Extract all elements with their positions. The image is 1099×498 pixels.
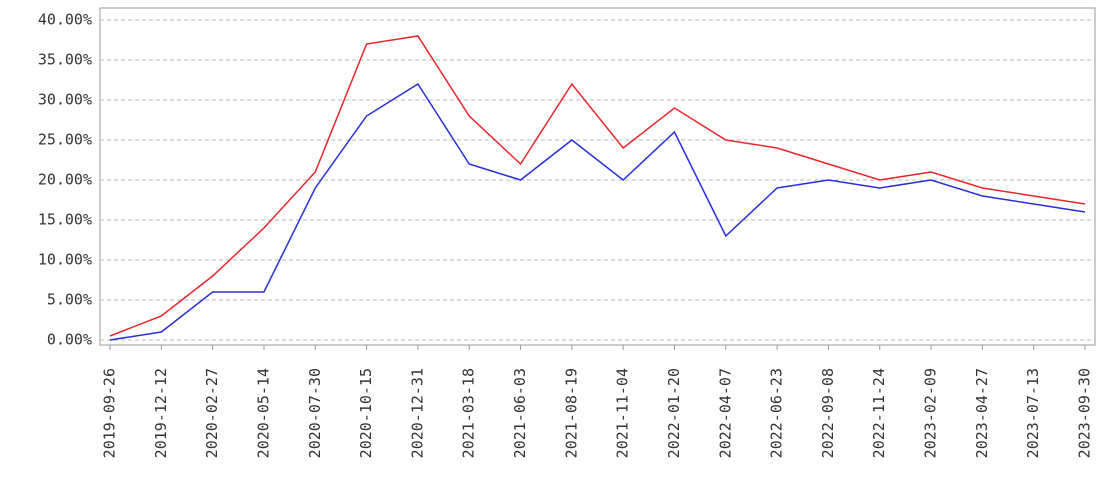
- x-tick-label: 2022-06-23: [768, 368, 786, 458]
- x-tick-label: 2021-06-03: [511, 368, 529, 458]
- x-tick-label: 2021-11-04: [614, 368, 632, 458]
- plot-frame: [99, 7, 1096, 346]
- x-tick-label: 2020-10-15: [357, 368, 375, 458]
- x-tick-label: 2019-09-26: [101, 368, 119, 458]
- x-tick-label: 2021-08-19: [562, 368, 580, 458]
- y-tick-label: 35.00%: [38, 51, 92, 69]
- y-tick-label: 5.00%: [47, 291, 92, 309]
- x-tick-label: 2023-02-09: [922, 368, 940, 458]
- y-tick-label: 10.00%: [38, 251, 92, 269]
- x-tick-label: 2022-01-20: [665, 368, 683, 458]
- x-tick-label: 2021-03-18: [460, 368, 478, 458]
- x-tick-label: 2019-12-12: [152, 368, 170, 458]
- y-tick-label: 25.00%: [38, 131, 92, 149]
- x-tick-label: 2023-09-30: [1076, 368, 1094, 458]
- x-tick-label: 2020-05-14: [254, 368, 272, 458]
- series-line: [109, 35, 1086, 337]
- x-tick-label: 2022-11-24: [870, 368, 888, 458]
- x-tick-label: 2023-04-27: [973, 368, 991, 458]
- series-line: [109, 82, 1086, 341]
- y-tick-label: 30.00%: [38, 91, 92, 109]
- x-tick-label: 2020-07-30: [306, 368, 324, 458]
- y-tick-label: 40.00%: [38, 11, 92, 29]
- x-tick-label: 2022-09-08: [819, 368, 837, 458]
- x-tick-label: 2022-04-07: [716, 368, 734, 458]
- x-tick-label: 2020-12-31: [408, 368, 426, 458]
- x-tick-label: 2023-07-13: [1024, 368, 1042, 458]
- x-tick-label: 2020-02-27: [203, 368, 221, 458]
- y-tick-label: 15.00%: [38, 211, 92, 229]
- y-tick-label: 0.00%: [47, 331, 92, 349]
- y-tick-label: 20.00%: [38, 171, 92, 189]
